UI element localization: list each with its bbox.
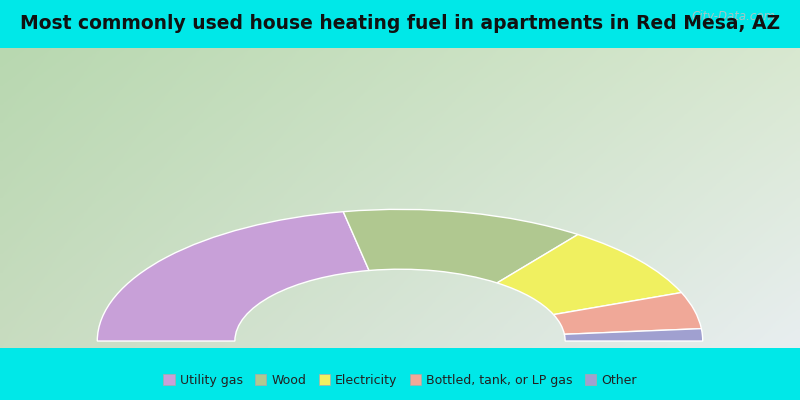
Wedge shape (343, 209, 578, 283)
Legend: Utility gas, Wood, Electricity, Bottled, tank, or LP gas, Other: Utility gas, Wood, Electricity, Bottled,… (158, 369, 642, 392)
Text: City-Data.com: City-Data.com (692, 10, 776, 24)
Wedge shape (554, 292, 702, 334)
Wedge shape (497, 234, 682, 314)
Wedge shape (564, 329, 702, 341)
Wedge shape (98, 212, 369, 341)
Text: Most commonly used house heating fuel in apartments in Red Mesa, AZ: Most commonly used house heating fuel in… (20, 14, 780, 33)
